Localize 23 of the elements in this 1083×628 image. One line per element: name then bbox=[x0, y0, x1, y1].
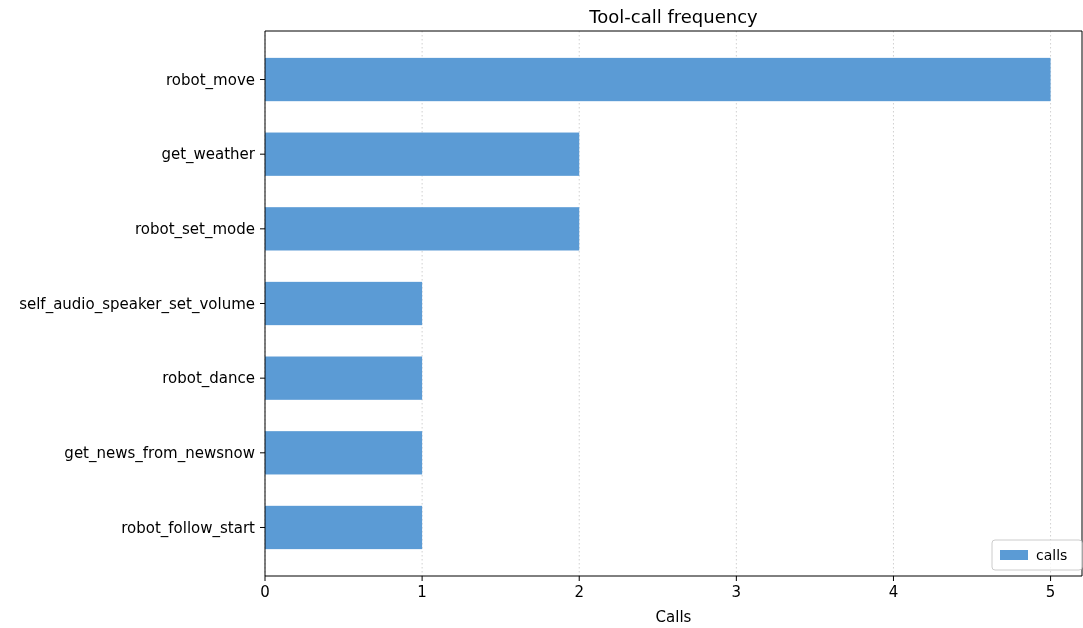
chart-title: Tool-call frequency bbox=[588, 6, 759, 27]
bar bbox=[265, 431, 423, 475]
x-tick-label: 3 bbox=[731, 583, 742, 601]
x-axis-title: Calls bbox=[655, 608, 692, 626]
y-tick-label: robot_set_mode bbox=[134, 220, 255, 240]
bar bbox=[265, 207, 580, 251]
bar bbox=[265, 57, 1051, 102]
bar bbox=[265, 505, 423, 550]
x-tick-label: 0 bbox=[260, 583, 270, 601]
y-tick-label: robot_move bbox=[166, 70, 255, 90]
y-tick-label: robot_follow_start bbox=[121, 518, 256, 538]
x-tick-label: 2 bbox=[574, 583, 584, 601]
bar bbox=[265, 281, 423, 326]
bar bbox=[265, 356, 423, 400]
y-tick-label: get_weather bbox=[161, 145, 256, 165]
x-tick-label: 5 bbox=[1045, 583, 1056, 601]
y-tick-label: robot_dance bbox=[162, 369, 255, 389]
bar bbox=[265, 132, 580, 176]
y-tick-label: self_audio_speaker_set_volume bbox=[19, 294, 255, 314]
x-tick-label: 1 bbox=[417, 583, 427, 601]
x-tick-label: 4 bbox=[888, 583, 899, 601]
legend-label: calls bbox=[1036, 547, 1068, 563]
y-tick-label: get_news_from_newsnow bbox=[64, 444, 255, 464]
